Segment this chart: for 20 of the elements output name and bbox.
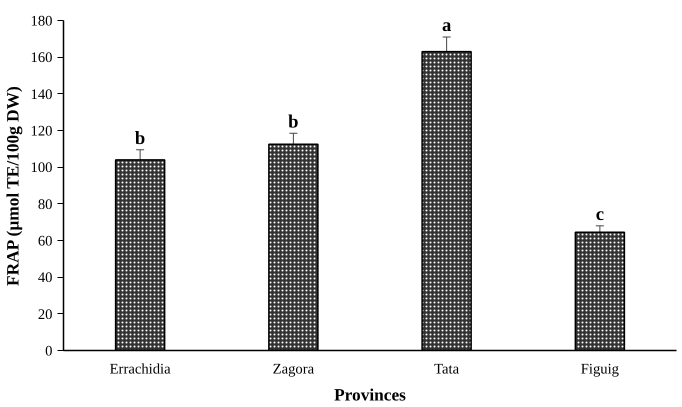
y-tick-label: 40	[38, 270, 52, 286]
annotation: c	[596, 204, 604, 225]
y-tick-label: 100	[30, 160, 52, 176]
y-tick-label: 160	[30, 50, 52, 66]
annotation: b	[134, 128, 146, 149]
x-tick-label: Figuig	[580, 362, 620, 378]
x-tick-label: Zagora	[272, 362, 315, 378]
y-tick-label: 80	[38, 196, 52, 213]
x-tick-label: Tata	[434, 362, 460, 378]
y-axis-title: FRAP (µmol TE/100g DW)	[4, 86, 23, 286]
y-tick-label: 120	[30, 124, 52, 140]
y-tick-label: 60	[38, 234, 52, 250]
x-axis-title: Provinces	[334, 386, 406, 404]
annotation: b	[288, 111, 299, 132]
y-tick-label: 0	[45, 344, 52, 360]
y-tick-label: 140	[30, 86, 52, 103]
annotation: a	[442, 15, 452, 36]
y-tick-label: 20	[38, 306, 52, 323]
x-tick-label: Errachidia	[110, 362, 172, 378]
y-tick-label: 180	[30, 14, 52, 30]
